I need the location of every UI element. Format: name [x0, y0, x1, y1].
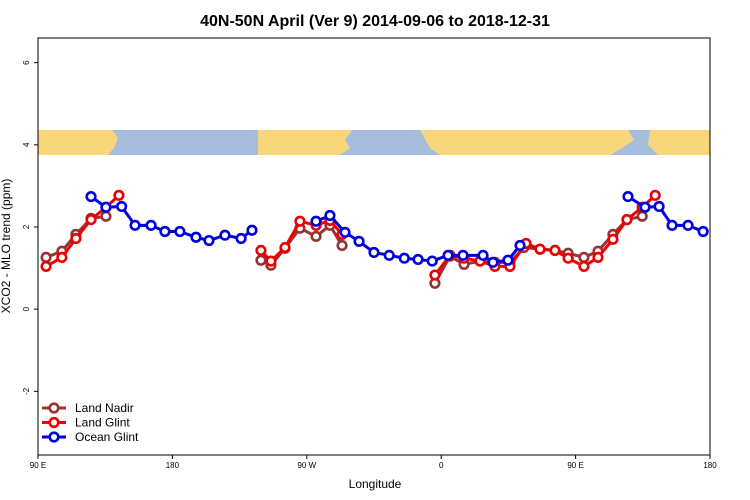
point [549, 244, 561, 257]
legend-label: Land Nadir [75, 401, 134, 415]
point [477, 249, 489, 261]
x-tick-label: 90 E [30, 461, 46, 470]
point [412, 253, 424, 266]
point [203, 234, 215, 247]
point [578, 251, 590, 263]
point [40, 260, 52, 273]
y-tick-label: 2 [22, 224, 31, 229]
land [420, 130, 634, 155]
point [622, 190, 634, 203]
point [368, 246, 380, 259]
x-tick-label: 180 [703, 461, 717, 470]
point [265, 255, 277, 267]
legend-label: Land Glint [75, 416, 130, 430]
point [666, 219, 678, 231]
point [383, 249, 395, 261]
point [353, 235, 365, 247]
point [56, 251, 68, 263]
point [129, 219, 141, 231]
y-tick-label: 4 [22, 142, 31, 147]
x-tick-label: 90 W [297, 461, 316, 470]
point [255, 244, 267, 257]
point [639, 201, 651, 213]
point [145, 219, 157, 231]
land [258, 130, 352, 155]
point [85, 213, 97, 226]
x-tick-label: 0 [439, 461, 444, 470]
point [294, 215, 306, 227]
point [649, 189, 661, 201]
y-tick-label: 0 [22, 306, 31, 311]
point [40, 251, 52, 263]
point [235, 232, 247, 245]
point [442, 249, 454, 261]
x-tick-label: 90 E [567, 461, 583, 470]
point [607, 233, 619, 245]
point [487, 256, 499, 268]
map-strip [38, 130, 710, 155]
point [426, 255, 438, 267]
chart-title: 40N-50N April (Ver 9) 2014-09-06 to 2018… [200, 13, 550, 30]
point [562, 252, 574, 264]
y-tick-label: 6 [22, 60, 31, 65]
legend-marker [48, 416, 60, 429]
land [648, 130, 710, 155]
point [682, 219, 694, 231]
point [70, 232, 82, 245]
point [100, 201, 112, 213]
point [255, 254, 267, 266]
point [336, 239, 348, 252]
legend-label: Ocean Glint [75, 430, 139, 444]
point [429, 269, 441, 281]
legend-marker [48, 402, 60, 414]
point [219, 229, 231, 241]
point [621, 213, 633, 226]
point [653, 200, 665, 213]
point [636, 210, 648, 222]
point [457, 249, 469, 261]
point [339, 226, 351, 238]
x-tick-label: 180 [166, 461, 180, 470]
x-axis-label: Longitude [349, 477, 402, 491]
plot-frame [37, 37, 711, 456]
point [697, 225, 709, 238]
point [100, 210, 112, 222]
point [578, 260, 590, 273]
land [38, 130, 118, 155]
point [514, 239, 526, 252]
point [85, 190, 97, 203]
point [113, 189, 125, 201]
point [159, 225, 171, 238]
point [190, 231, 202, 243]
y-axis-label: XCO2 - MLO trend (ppm) [0, 179, 13, 314]
point [246, 224, 258, 236]
point [174, 225, 186, 238]
point [592, 251, 604, 263]
point [324, 209, 336, 222]
point [279, 241, 291, 254]
y-tick-label: -2 [22, 387, 31, 395]
point [310, 215, 322, 227]
point [534, 243, 546, 255]
point [502, 254, 514, 266]
point [310, 230, 322, 243]
legend-marker [48, 431, 60, 443]
point [116, 200, 128, 213]
point [398, 252, 410, 264]
